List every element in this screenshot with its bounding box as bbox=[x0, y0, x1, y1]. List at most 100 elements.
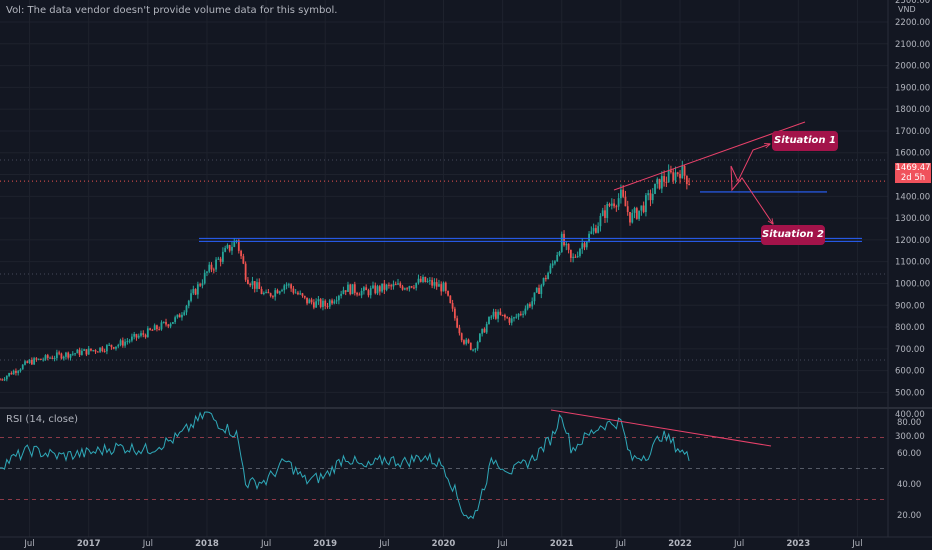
price-tick-label: 300.00 bbox=[895, 432, 925, 442]
candle-body bbox=[124, 341, 126, 346]
candle-body bbox=[115, 346, 117, 349]
candle-body bbox=[342, 290, 345, 294]
candle-body bbox=[240, 250, 242, 257]
candle-body bbox=[378, 286, 381, 292]
candle-body bbox=[599, 215, 602, 227]
candle-body bbox=[569, 249, 572, 258]
situation-1-arrow[interactable] bbox=[730, 144, 770, 183]
candle-body bbox=[554, 261, 556, 264]
candle-body bbox=[55, 352, 58, 359]
candle-body bbox=[613, 203, 615, 207]
candle-body bbox=[515, 316, 518, 318]
candle-body bbox=[80, 350, 83, 355]
candle-body bbox=[183, 312, 186, 315]
candle-body bbox=[326, 306, 329, 308]
situation-2-arrow[interactable] bbox=[730, 165, 773, 224]
candle-body bbox=[137, 335, 140, 338]
candle-body bbox=[574, 256, 577, 258]
candle-body bbox=[144, 334, 147, 338]
candle-body bbox=[433, 282, 436, 286]
candle-body bbox=[212, 269, 215, 271]
candle-body bbox=[385, 284, 388, 290]
candle-body bbox=[665, 181, 668, 183]
candle-body bbox=[442, 282, 445, 292]
situation-1-callout[interactable]: Situation 1 bbox=[772, 131, 838, 151]
price-tick-label: 1100.00 bbox=[895, 258, 930, 268]
situation-2-callout[interactable]: Situation 2 bbox=[761, 225, 825, 245]
candle-body bbox=[228, 245, 231, 251]
candle-body bbox=[649, 193, 652, 201]
candle-body bbox=[656, 178, 659, 184]
candle-body bbox=[444, 282, 447, 291]
candle-body bbox=[8, 372, 10, 376]
candle-body bbox=[301, 293, 304, 296]
candle-body bbox=[156, 325, 158, 330]
candle-body bbox=[588, 233, 590, 242]
candle-body bbox=[249, 283, 252, 286]
candle-body bbox=[294, 292, 297, 294]
candle-body bbox=[624, 196, 627, 207]
price-tick-label: 1200.00 bbox=[895, 236, 930, 246]
candle-body bbox=[640, 205, 643, 211]
price-tick-label: 2300.00 bbox=[895, 0, 930, 6]
candle-body bbox=[626, 206, 629, 212]
candle-body bbox=[53, 358, 56, 360]
candle-body bbox=[310, 299, 313, 303]
candle-body bbox=[12, 370, 15, 375]
price-tick-label: 1600.00 bbox=[895, 149, 930, 159]
price-tick-label: 1400.00 bbox=[895, 192, 930, 202]
candle-body bbox=[403, 288, 406, 290]
candle-body bbox=[435, 282, 438, 287]
candle-body bbox=[126, 341, 129, 343]
candle-body bbox=[583, 243, 586, 248]
candle-body bbox=[121, 340, 124, 346]
candle-body bbox=[201, 283, 204, 286]
candle-body bbox=[17, 371, 20, 373]
candle-body bbox=[531, 301, 534, 307]
candle-body bbox=[117, 344, 120, 347]
candle-body bbox=[547, 272, 550, 280]
candle-body bbox=[672, 172, 675, 181]
candle-body bbox=[397, 283, 399, 285]
candle-body bbox=[449, 295, 452, 304]
candle-body bbox=[679, 173, 681, 179]
candle-body bbox=[308, 299, 311, 304]
candle-body bbox=[94, 350, 97, 352]
candle-body bbox=[187, 300, 190, 306]
candle-body bbox=[281, 290, 283, 292]
candle-body bbox=[96, 351, 99, 353]
candle-body bbox=[35, 358, 38, 360]
candle-body bbox=[369, 288, 372, 296]
candle-body bbox=[438, 284, 440, 287]
candle-body bbox=[529, 304, 531, 307]
rsi-divergence-line[interactable] bbox=[550, 409, 772, 447]
candle-body bbox=[465, 339, 468, 344]
candle-body bbox=[467, 339, 470, 343]
candle-body bbox=[19, 369, 22, 372]
price-tick-label: 400.00 bbox=[895, 410, 925, 420]
candle-body bbox=[572, 256, 575, 258]
candle-body bbox=[194, 289, 197, 295]
candle-body bbox=[28, 360, 31, 363]
candle-body bbox=[683, 166, 686, 176]
candle-body bbox=[185, 305, 188, 313]
candle-body bbox=[417, 278, 420, 283]
price-tick-label: 2100.00 bbox=[895, 40, 930, 50]
candle-body bbox=[460, 333, 463, 341]
candle-body bbox=[365, 287, 368, 291]
candle-body bbox=[410, 286, 413, 288]
candle-body bbox=[262, 292, 265, 295]
candle-body bbox=[83, 349, 86, 351]
candle-body bbox=[51, 357, 54, 359]
candle-body bbox=[620, 189, 622, 199]
candle-body bbox=[24, 361, 26, 365]
candle-body bbox=[176, 314, 179, 318]
rsi-tick-label: 60.00 bbox=[897, 449, 921, 459]
candle-body bbox=[153, 325, 156, 331]
candle-body bbox=[149, 328, 152, 330]
candle-body bbox=[558, 251, 561, 255]
time-tick-label: Jul bbox=[615, 539, 626, 549]
candle-body bbox=[235, 240, 238, 242]
time-tick-label: Jul bbox=[851, 539, 862, 549]
